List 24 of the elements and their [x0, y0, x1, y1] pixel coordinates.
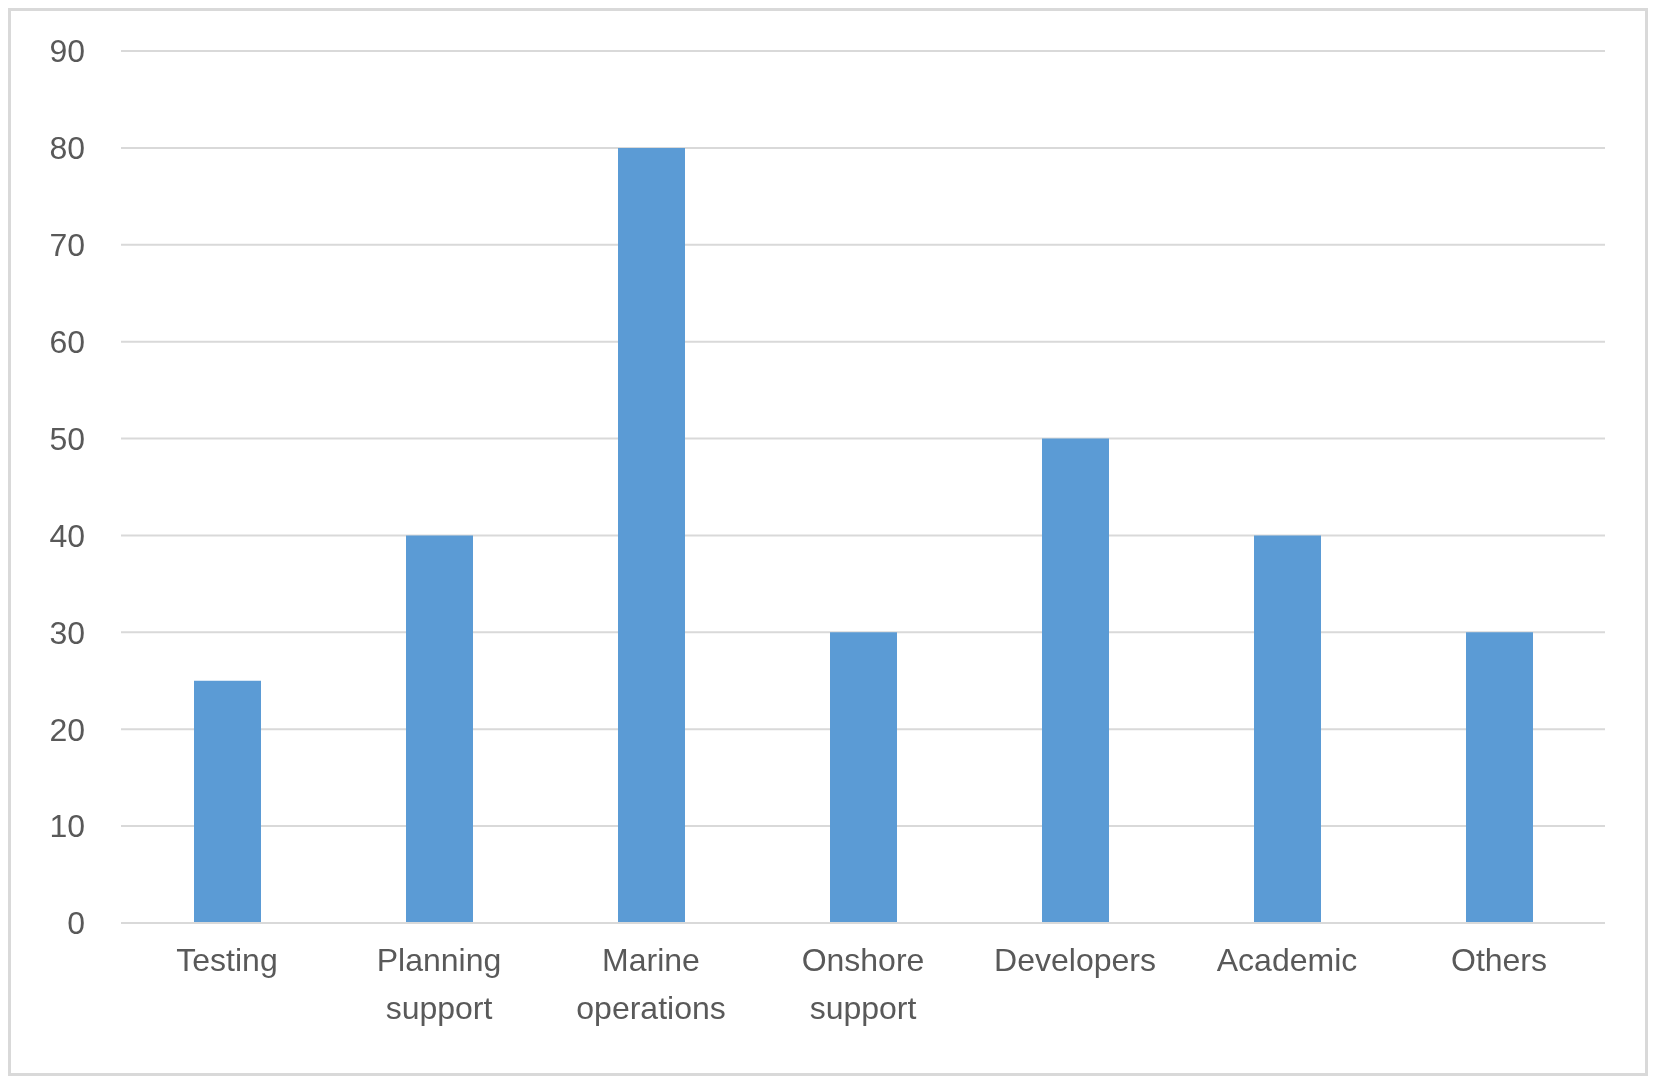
x-tick-label: Onshore support — [801, 942, 925, 1026]
x-tick-label: Others — [1450, 942, 1548, 978]
bar — [1254, 535, 1321, 923]
bar — [194, 680, 261, 923]
x-tick-label: Planning support — [376, 942, 502, 1026]
x-tick-label: Testing — [176, 942, 278, 978]
y-tick-label: 60 — [49, 324, 85, 361]
y-tick-label: 0 — [67, 905, 85, 942]
bar — [1042, 438, 1109, 923]
y-tick-label: 20 — [49, 711, 85, 748]
x-tick-label: Academic — [1216, 942, 1358, 978]
bar — [830, 632, 897, 923]
y-tick-label: 70 — [49, 227, 85, 264]
bar — [406, 535, 473, 923]
y-tick-label: 40 — [49, 517, 85, 554]
y-tick-label: 30 — [49, 614, 85, 651]
y-tick-label: 80 — [49, 130, 85, 167]
x-tick-label: Marine operations — [576, 942, 726, 1026]
x-tick-label: Developers — [994, 942, 1156, 978]
y-tick-label: 10 — [49, 808, 85, 845]
y-tick-label: 50 — [49, 420, 85, 457]
bar — [618, 147, 685, 923]
y-tick-label: 90 — [49, 33, 85, 70]
bar — [1466, 632, 1533, 923]
